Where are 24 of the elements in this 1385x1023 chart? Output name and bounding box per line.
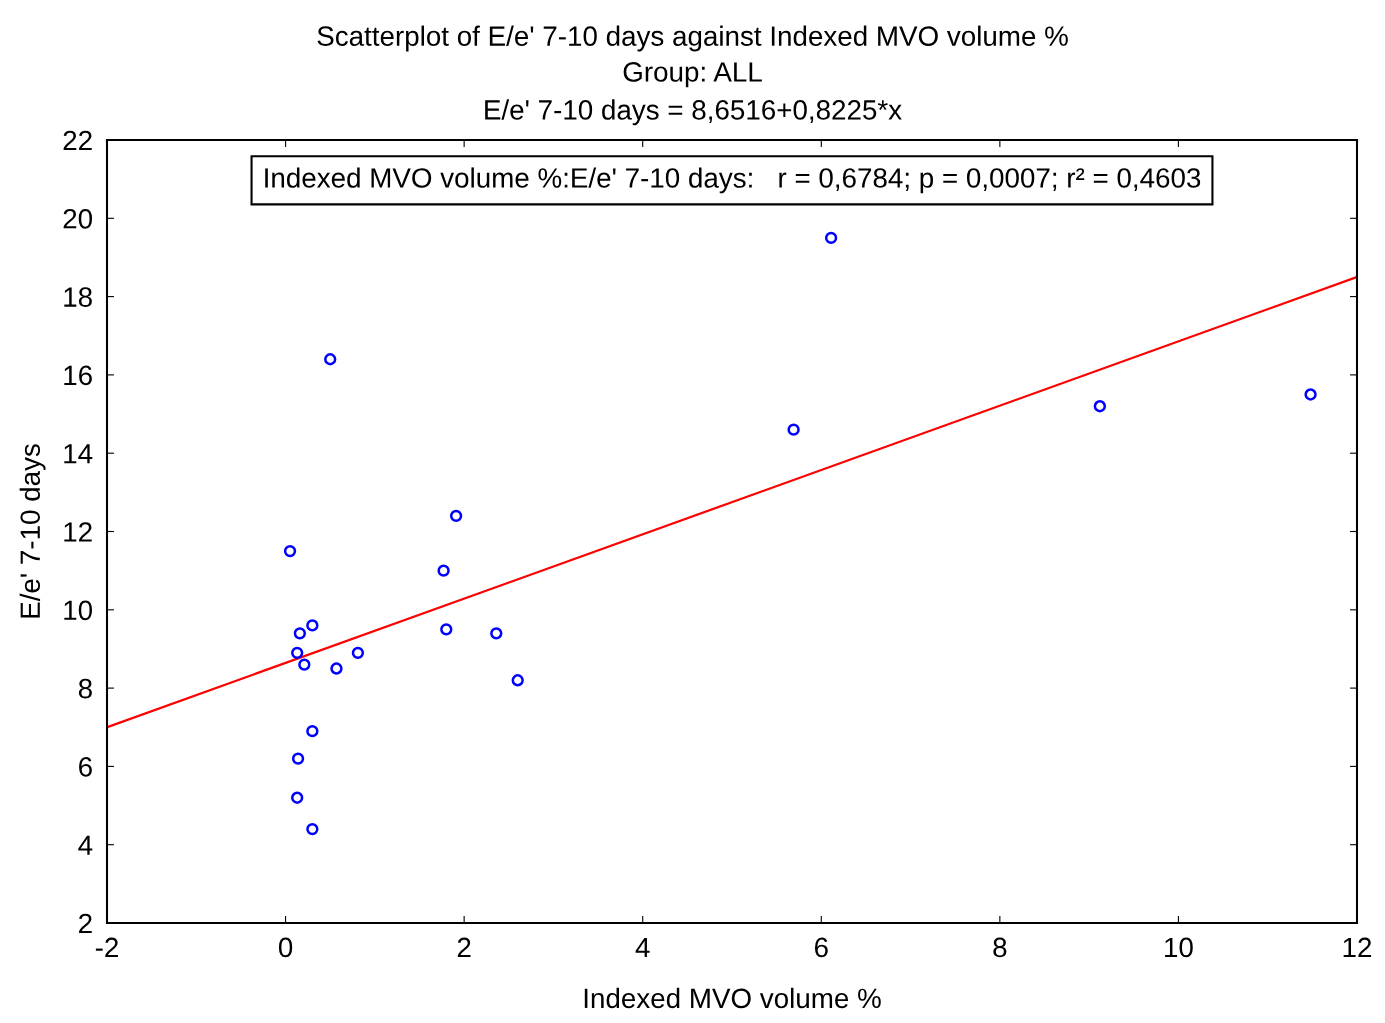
x-tick-label: 0 (278, 937, 293, 958)
y-tick-label: 18 (64, 287, 92, 307)
annotation: Indexed MVO volume %:E/e' 7-10 days: r = 0,6784; p = 0,0007; r² = 0,4603 (265, 167, 1201, 194)
y-tick-label: 22 (63, 130, 92, 151)
y-tick-label: 4 (78, 835, 93, 855)
y-tick-label: 16 (64, 365, 92, 386)
x-axis-title: Indexed MVO volume % (584, 987, 881, 1009)
y-tick-label: 12 (64, 522, 92, 542)
y-tick-label: 2 (79, 913, 92, 934)
x-tick-label: 4 (635, 937, 650, 958)
x-tick-label: 8 (993, 937, 1007, 958)
x-tick-label: -2 (95, 937, 118, 958)
y-tick-label: 20 (63, 208, 93, 229)
chart-subtitle: Group: ALL E/e' 7-10 days = 8,6516+0,8225*x (485, 62, 902, 126)
y-tick-label: 6 (79, 757, 92, 777)
y-tick-label: 8 (78, 678, 92, 699)
y-tick-label: 10 (64, 600, 93, 621)
x-tick-label: 6 (814, 937, 828, 958)
x-tick-label: 12 (1343, 937, 1372, 958)
y-axis-title: E/e' 7-10 days (19, 444, 46, 618)
y-tick-label: 14 (64, 444, 93, 464)
x-tick-label: 10 (1165, 937, 1193, 958)
x-tick-label: 2 (457, 937, 471, 958)
chart-title: Scatterplot of E/e' 7-10 days against Indexed MVO volume % (317, 25, 1068, 52)
